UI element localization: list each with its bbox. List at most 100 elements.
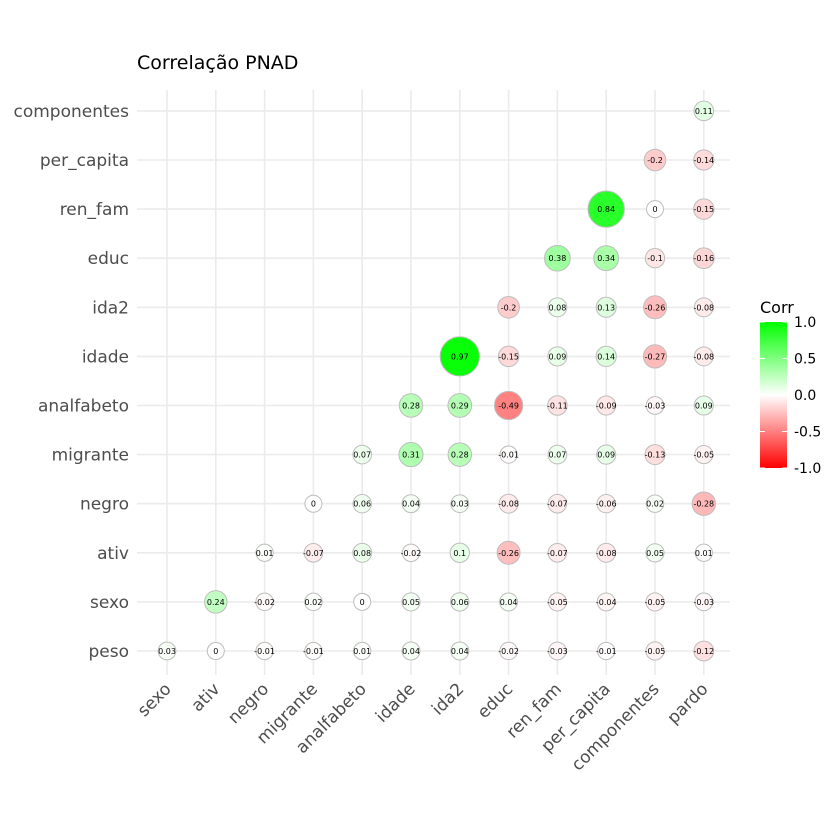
cell-circle-peso-negro <box>255 641 274 661</box>
cell-circle-educ-componentes <box>644 248 666 269</box>
cell-circle-negro-educ <box>498 493 519 514</box>
x-tick-label-sexo: sexo <box>134 679 176 721</box>
cell-circle-idade-per-capita <box>595 345 617 368</box>
cell-label-negro-per-capita: -0.06 <box>596 500 617 509</box>
cell-label-ren-fam-componentes: 0 <box>652 205 657 214</box>
cell-label-ativ-ren-fam: -0.07 <box>547 549 568 558</box>
cell-label-peso-analfabeto: 0.01 <box>353 647 371 656</box>
cell-circle-educ-pardo <box>692 247 715 270</box>
grid-lines <box>137 90 730 675</box>
legend: Corr 1.0 0.5 0.0 -0.5 -1.0 <box>760 298 821 477</box>
cell-circle-idade-educ <box>497 345 520 368</box>
cell-circle-ativ-per-capita <box>596 542 617 563</box>
cell-label-migrante-ren-fam: 0.07 <box>548 451 566 460</box>
cell-label-migrante-ida2: 0.28 <box>451 451 469 460</box>
y-tick-label-ativ: ativ <box>97 544 129 564</box>
chart-title: Correlação PNAD <box>137 52 298 74</box>
legend-tick-label-0: 1.0 <box>794 315 816 331</box>
cell-circle-peso-pardo <box>693 640 715 662</box>
cell-label-sexo-componentes: -0.05 <box>645 598 666 607</box>
cell-label-idade-pardo: -0.08 <box>693 352 714 361</box>
cell-label-negro-idade: 0.04 <box>402 500 420 509</box>
cell-circle-ativ-negro <box>255 543 274 562</box>
x-tick-label-ativ: ativ <box>188 679 225 716</box>
cell-circle-migrante-analfabeto <box>352 444 373 465</box>
cell-circle-sexo-educ <box>499 592 519 612</box>
cell-circle-negro-migrante <box>304 494 323 513</box>
x-tick-label-pardo: pardo <box>663 679 712 728</box>
cell-label-ida2-per-capita: 0.13 <box>597 303 615 312</box>
cell-label-analfabeto-educ: -0.49 <box>498 402 519 411</box>
cell-label-componentes-pardo: 0.11 <box>695 107 713 116</box>
cell-label-sexo-negro: -0.02 <box>254 598 275 607</box>
cell-circle-peso-ren-fam <box>548 641 567 661</box>
cell-label-ativ-pardo: 0.01 <box>695 549 713 558</box>
cell-circle-ren-fam-per-capita <box>587 190 625 228</box>
cell-label-peso-idade: 0.04 <box>402 647 420 656</box>
cell-label-sexo-pardo: -0.03 <box>693 598 714 607</box>
x-tick-label-idade: idade <box>372 679 420 727</box>
cell-circle-analfabeto-educ <box>493 390 524 421</box>
cell-label-peso-ida2: 0.04 <box>451 647 469 656</box>
cell-label-sexo-migrante: 0.02 <box>304 598 322 607</box>
cell-circle-sexo-pardo <box>694 592 714 612</box>
cell-label-analfabeto-componentes: -0.03 <box>645 402 666 411</box>
y-tick-label-componentes: componentes <box>14 102 130 122</box>
cell-label-negro-analfabeto: 0.06 <box>353 500 371 509</box>
cell-label-ativ-migrante: -0.07 <box>303 549 324 558</box>
cell-circle-sexo-per-capita <box>596 592 616 612</box>
cell-circle-ativ-ren-fam <box>547 543 568 563</box>
cell-label-ativ-ida2: 0.1 <box>453 549 466 558</box>
cell-circle-peso-ativ <box>206 642 225 660</box>
cell-circle-negro-ren-fam <box>547 493 568 514</box>
y-tick-label-analfabeto: analfabeto <box>38 397 129 417</box>
cell-circle-ativ-migrante <box>303 543 324 563</box>
cell-circle-migrante-ida2 <box>447 442 473 467</box>
cell-circle-peso-per-capita <box>597 641 616 661</box>
cell-circle-educ-ren-fam <box>544 244 571 272</box>
cell-label-peso-sexo: 0.03 <box>158 647 176 656</box>
cell-circle-negro-analfabeto <box>352 494 372 514</box>
cell-circle-analfabeto-per-capita <box>596 395 617 416</box>
cell-label-analfabeto-pardo: 0.09 <box>695 402 713 411</box>
cell-label-negro-migrante: 0 <box>311 500 316 509</box>
cell-label-sexo-analfabeto: 0 <box>360 598 365 607</box>
x-tick-label-componentes: componentes <box>568 679 664 775</box>
cell-circle-idade-ida2 <box>439 336 480 377</box>
cell-label-negro-ren-fam: -0.07 <box>547 500 568 509</box>
cell-circle-per-capita-pardo <box>693 149 715 171</box>
cell-circle-sexo-idade <box>401 592 421 612</box>
cell-circle-migrante-componentes <box>644 444 666 466</box>
cell-label-peso-ativ: 0 <box>213 647 218 656</box>
cell-label-sexo-ida2: 0.06 <box>451 598 469 607</box>
cell-label-sexo-ativ: 0.24 <box>207 598 225 607</box>
cell-label-peso-per-capita: -0.01 <box>596 647 617 656</box>
cell-label-analfabeto-per-capita: -0.09 <box>596 402 617 411</box>
y-tick-label-idade: idade <box>82 347 129 367</box>
cell-label-peso-ren-fam: -0.03 <box>547 647 568 656</box>
cell-label-ren-fam-pardo: -0.15 <box>693 205 714 214</box>
cell-label-educ-pardo: -0.16 <box>693 254 714 263</box>
cell-label-migrante-idade: 0.31 <box>402 451 420 460</box>
cell-label-per-capita-componentes: -0.2 <box>647 156 663 165</box>
cell-circle-peso-analfabeto <box>353 641 372 661</box>
cell-circle-per-capita-componentes <box>643 148 667 172</box>
cell-circle-analfabeto-idade <box>398 393 424 418</box>
cell-label-sexo-idade: 0.05 <box>402 598 420 607</box>
cell-label-migrante-analfabeto: 0.07 <box>353 451 371 460</box>
cell-label-migrante-educ: -0.01 <box>498 451 519 460</box>
cell-label-peso-educ: -0.02 <box>498 647 519 656</box>
cell-label-ativ-per-capita: -0.08 <box>596 549 617 558</box>
cell-label-sexo-educ: 0.04 <box>500 598 518 607</box>
cell-circle-negro-componentes <box>645 494 665 513</box>
cell-circle-peso-educ <box>499 641 518 661</box>
y-tick-label-per-capita: per_capita <box>40 151 129 171</box>
cell-circle-migrante-per-capita <box>596 444 617 465</box>
cell-label-negro-componentes: 0.02 <box>646 500 664 509</box>
y-tick-label-peso: peso <box>88 642 129 662</box>
cell-circle-migrante-idade <box>398 442 424 468</box>
cell-circle-sexo-migrante <box>304 592 323 612</box>
cell-circle-sexo-negro <box>255 592 274 612</box>
cell-circle-migrante-educ <box>499 445 518 464</box>
